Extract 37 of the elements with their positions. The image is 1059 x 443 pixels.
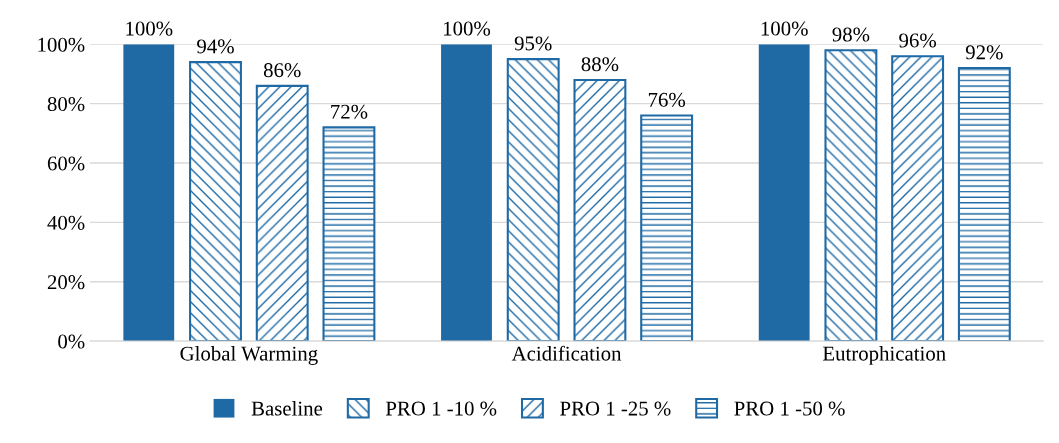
legend-label: PRO 1 -50 %	[734, 401, 845, 416]
bar	[322, 126, 376, 342]
data-label: 100%	[126, 21, 173, 36]
legend-label: PRO 1 -10 %	[385, 401, 497, 416]
bar	[123, 44, 175, 342]
x-tick-label: Eutrophication	[822, 345, 946, 365]
data-label: 94%	[197, 39, 234, 54]
bar	[189, 61, 242, 342]
data-label: 100%	[444, 21, 491, 36]
data-label: 88%	[581, 57, 619, 72]
x-tick-label: Global Warming	[180, 345, 318, 365]
bar	[506, 58, 560, 342]
y-tick-label: 100%	[38, 37, 85, 52]
data-label: 72%	[331, 104, 368, 119]
bar	[891, 55, 945, 342]
bar	[758, 44, 810, 342]
bar	[957, 67, 1011, 342]
y-tick-label: 80%	[47, 97, 85, 112]
bar	[441, 44, 492, 342]
data-label: 100%	[761, 21, 808, 36]
legend-label: PRO 1 -25 %	[560, 401, 671, 416]
data-label: 92%	[965, 45, 1003, 60]
y-tick-label: 40%	[47, 215, 85, 230]
bar	[824, 49, 878, 342]
data-label: 86%	[263, 63, 301, 78]
y-tick-label: 0%	[58, 334, 85, 349]
data-label: 96%	[899, 33, 937, 48]
data-label: 76%	[648, 92, 686, 107]
bar	[573, 78, 627, 342]
legend-label: Baseline	[251, 400, 323, 416]
bar	[255, 84, 309, 342]
data-label: 98%	[832, 27, 870, 42]
bar	[640, 114, 694, 342]
y-tick-label: 20%	[47, 275, 85, 290]
y-tick-label: 60%	[47, 156, 85, 171]
x-tick-label: Acidification	[511, 345, 622, 361]
data-label: 95%	[514, 36, 552, 51]
